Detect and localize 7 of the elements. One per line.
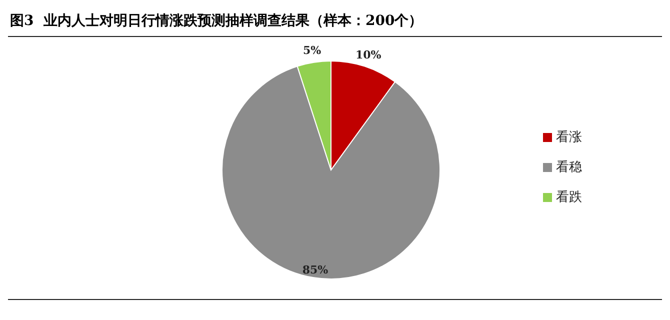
data-label: 5% (303, 44, 322, 57)
legend-label: 看涨 (556, 130, 582, 145)
legend-label: 看稳 (556, 160, 582, 175)
data-label: 10% (356, 48, 382, 62)
data-label: 85% (302, 263, 329, 276)
legend-label: 看跌 (556, 190, 582, 205)
chart-title: 图3 业内人士对明日行情涨跌预测抽样调查结果（样本：200个） (8, 8, 662, 37)
